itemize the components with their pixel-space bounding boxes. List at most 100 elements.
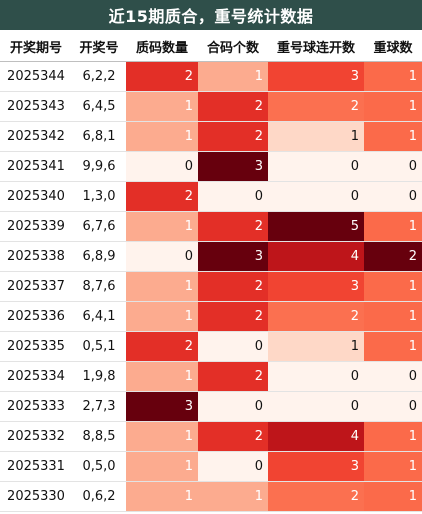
- draw-cell: 8,7,6: [72, 271, 126, 302]
- draw-cell: 0,5,0: [72, 451, 126, 482]
- composite-cell: 2: [198, 121, 268, 152]
- prime-cell: 0: [126, 241, 198, 272]
- prime-cell: 1: [126, 121, 198, 152]
- repeat-cell: 1: [364, 121, 422, 152]
- repeat-streak-cell: 1: [268, 121, 364, 152]
- draw-cell: 6,2,2: [72, 61, 126, 92]
- composite-cell: 2: [198, 361, 268, 392]
- repeat-streak-cell: 2: [268, 91, 364, 122]
- prime-cell: 1: [126, 451, 198, 482]
- issue-cell: 2025334: [0, 361, 72, 392]
- column-header-prime: 质码数量: [126, 31, 198, 62]
- issue-cell: 2025339: [0, 211, 72, 242]
- repeat-cell: 1: [364, 301, 422, 332]
- prime-cell: 1: [126, 421, 198, 452]
- issue-cell: 2025342: [0, 121, 72, 152]
- prime-cell: 1: [126, 271, 198, 302]
- draw-cell: 2,7,3: [72, 391, 126, 422]
- issue-cell: 2025341: [0, 151, 72, 182]
- table-row: 2025339 6,7,6 1 2 5 1: [0, 211, 422, 242]
- table-row: 2025340 1,3,0 2 0 0 0: [0, 181, 422, 212]
- table-row: 2025334 1,9,8 1 2 0 0: [0, 361, 422, 392]
- table-row: 2025331 0,5,0 1 0 3 1: [0, 451, 422, 482]
- table-row: 2025336 6,4,1 1 2 2 1: [0, 301, 422, 332]
- repeat-streak-cell: 2: [268, 481, 364, 512]
- issue-cell: 2025338: [0, 241, 72, 272]
- column-header-composite: 合码个数: [198, 31, 268, 62]
- repeat-cell: 1: [364, 61, 422, 92]
- draw-cell: 6,7,6: [72, 211, 126, 242]
- header-row: 开奖期号 开奖号 质码数量 合码个数 重号球连开数 重球数: [0, 31, 422, 62]
- column-header-repeat: 重球数: [364, 31, 422, 62]
- repeat-cell: 0: [364, 361, 422, 392]
- composite-cell: 0: [198, 391, 268, 422]
- table-row: 2025343 6,4,5 1 2 2 1: [0, 91, 422, 122]
- repeat-streak-cell: 4: [268, 421, 364, 452]
- draw-cell: 1,9,8: [72, 361, 126, 392]
- column-header-repeat-streak: 重号球连开数: [268, 31, 364, 62]
- repeat-streak-cell: 5: [268, 211, 364, 242]
- prime-cell: 0: [126, 151, 198, 182]
- repeat-cell: 1: [364, 271, 422, 302]
- table-row: 2025332 8,8,5 1 2 4 1: [0, 421, 422, 452]
- composite-cell: 1: [198, 481, 268, 512]
- issue-cell: 2025331: [0, 451, 72, 482]
- composite-cell: 0: [198, 451, 268, 482]
- repeat-cell: 1: [364, 481, 422, 512]
- repeat-streak-cell: 0: [268, 181, 364, 212]
- repeat-cell: 0: [364, 391, 422, 422]
- table-row: 2025337 8,7,6 1 2 3 1: [0, 271, 422, 302]
- repeat-streak-cell: 3: [268, 271, 364, 302]
- prime-cell: 2: [126, 331, 198, 362]
- composite-cell: 0: [198, 331, 268, 362]
- composite-cell: 2: [198, 211, 268, 242]
- issue-cell: 2025332: [0, 421, 72, 452]
- prime-cell: 2: [126, 181, 198, 212]
- repeat-streak-cell: 4: [268, 241, 364, 272]
- prime-cell: 1: [126, 361, 198, 392]
- issue-cell: 2025344: [0, 61, 72, 92]
- draw-cell: 6,8,9: [72, 241, 126, 272]
- prime-cell: 1: [126, 481, 198, 512]
- issue-cell: 2025340: [0, 181, 72, 212]
- repeat-cell: 1: [364, 421, 422, 452]
- issue-cell: 2025333: [0, 391, 72, 422]
- draw-cell: 6,4,1: [72, 301, 126, 332]
- table-body: 2025344 6,2,2 2 1 3 1 2025343 6,4,5 1 2 2 1 2025342 6…: [0, 61, 422, 512]
- issue-cell: 2025335: [0, 331, 72, 362]
- repeat-streak-cell: 0: [268, 151, 364, 182]
- draw-cell: 0,5,1: [72, 331, 126, 362]
- prime-cell: 1: [126, 301, 198, 332]
- prime-cell: 1: [126, 91, 198, 122]
- repeat-cell: 1: [364, 91, 422, 122]
- repeat-cell: 0: [364, 151, 422, 182]
- composite-cell: 2: [198, 301, 268, 332]
- draw-cell: 8,8,5: [72, 421, 126, 452]
- repeat-cell: 1: [364, 331, 422, 362]
- repeat-cell: 1: [364, 211, 422, 242]
- composite-cell: 2: [198, 271, 268, 302]
- composite-cell: 3: [198, 241, 268, 272]
- draw-cell: 0,6,2: [72, 481, 126, 512]
- repeat-streak-cell: 0: [268, 391, 364, 422]
- repeat-streak-cell: 0: [268, 361, 364, 392]
- repeat-cell: 0: [364, 181, 422, 212]
- composite-cell: 2: [198, 91, 268, 122]
- prime-cell: 1: [126, 211, 198, 242]
- table-row: 2025342 6,8,1 1 2 1 1: [0, 121, 422, 152]
- table-row: 2025333 2,7,3 3 0 0 0: [0, 391, 422, 422]
- issue-cell: 2025343: [0, 91, 72, 122]
- issue-cell: 2025330: [0, 481, 72, 512]
- table-row: 2025335 0,5,1 2 0 1 1: [0, 331, 422, 362]
- table-row: 2025330 0,6,2 1 1 2 1: [0, 481, 422, 512]
- draw-cell: 1,3,0: [72, 181, 126, 212]
- heatmap-table: 开奖期号 开奖号 质码数量 合码个数 重号球连开数 重球数 2025344 6,2…: [0, 31, 422, 512]
- prime-cell: 3: [126, 391, 198, 422]
- draw-cell: 6,4,5: [72, 91, 126, 122]
- draw-cell: 9,9,6: [72, 151, 126, 182]
- repeat-cell: 1: [364, 451, 422, 482]
- composite-cell: 3: [198, 151, 268, 182]
- table-row: 2025344 6,2,2 2 1 3 1: [0, 61, 422, 92]
- repeat-streak-cell: 3: [268, 61, 364, 92]
- repeat-streak-cell: 1: [268, 331, 364, 362]
